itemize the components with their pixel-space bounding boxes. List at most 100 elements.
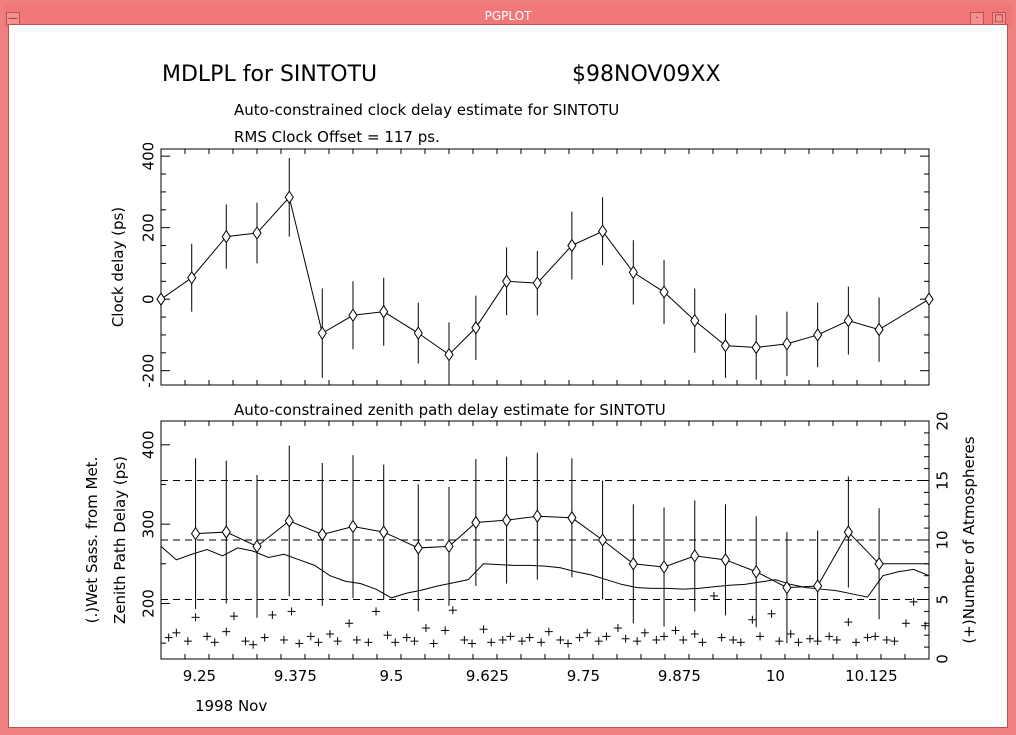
- atmosphere-plus-marker: [709, 591, 718, 600]
- atmosphere-plus-marker: [621, 634, 630, 643]
- zenith-x-tick-label: 9.875: [658, 667, 701, 685]
- atmosphere-plus-marker: [633, 637, 642, 646]
- zenith-data-point: [690, 548, 700, 563]
- plot-canvas: MDLPL for SINTOTU $98NOV09XX Auto-constr…: [8, 24, 1008, 728]
- atmosphere-plus-marker: [241, 637, 250, 646]
- atmosphere-plus-marker: [410, 637, 419, 646]
- atmosphere-plus-marker: [517, 637, 526, 646]
- zenith-data-point: [413, 541, 423, 555]
- atmosphere-plus-marker: [613, 624, 622, 633]
- zenith-data-point: [720, 552, 731, 567]
- atmosphere-plus-marker: [314, 638, 323, 647]
- clock-y-tick-label: 200: [140, 213, 158, 242]
- zenith-x-tick-label: 9.25: [183, 667, 216, 685]
- atmosphere-plus-marker: [498, 635, 507, 644]
- clock-data-point: [567, 238, 577, 253]
- zenith-y2-tick-label: 5: [934, 595, 952, 605]
- clock-data-point: [379, 304, 389, 319]
- zenith-data-point: [284, 514, 294, 528]
- atmosphere-plus-marker: [325, 630, 334, 639]
- zenith-data-point: [252, 539, 262, 554]
- atmosphere-plus-marker: [544, 627, 553, 636]
- atmosphere-plus-marker: [583, 628, 592, 637]
- atmosphere-plus-marker: [364, 638, 373, 647]
- clock-data-point: [874, 322, 884, 337]
- clock-y-axis-label: Clock delay (ps): [109, 207, 127, 327]
- zenith-data-point: [444, 539, 454, 554]
- atmosphere-plus-marker: [756, 632, 765, 641]
- atmosphere-plus-marker: [487, 638, 496, 647]
- pgplot-figure: MDLPL for SINTOTU $98NOV09XX Auto-constr…: [83, 62, 978, 715]
- zenith-data-point: [190, 526, 201, 541]
- clock-data-point: [413, 326, 423, 341]
- clock-y-tick-label: 400: [140, 142, 158, 171]
- zenith-data-point: [659, 560, 669, 574]
- clock-data-point: [690, 313, 700, 328]
- atmosphere-plus-marker: [183, 637, 192, 646]
- atmosphere-plus-marker: [717, 633, 726, 642]
- clock-y-tick-label: 0: [140, 294, 158, 304]
- atmosphere-plus-marker: [441, 626, 450, 635]
- clock-y-tick-label: -200: [140, 354, 158, 388]
- zenith-y-axis-label-2: (.)Wet Sass. from Met.: [83, 457, 101, 624]
- atmosphere-plus-marker: [775, 637, 784, 646]
- atmosphere-plus-marker: [767, 609, 776, 618]
- clock-data-point: [444, 347, 454, 362]
- clock-data-point: [720, 338, 731, 353]
- zenith-chart-title: Auto-constrained zenith path delay estim…: [234, 401, 666, 419]
- maximize-icon: □: [994, 13, 1004, 24]
- zenith-data-point: [317, 527, 327, 542]
- clock-data-point: [924, 292, 934, 307]
- header-right: $98NOV09XX: [572, 62, 721, 87]
- zenith-x-tick-label: 10: [766, 667, 785, 685]
- clock-delay-panel: Auto-constrained clock delay estimate fo…: [109, 101, 934, 388]
- atmosphere-plus-marker: [479, 625, 488, 634]
- zenith-y-axis-label: Zenith Path Delay (ps): [111, 456, 129, 624]
- zenith-x-tick-label: 9.375: [274, 667, 317, 685]
- zenith-y2-axis-label: (+)Number of Atmospheres: [960, 436, 978, 643]
- zenith-data-point: [874, 556, 884, 571]
- atmosphere-plus-marker: [901, 619, 910, 628]
- zenith-x-tick-label: 9.75: [567, 667, 600, 685]
- atmosphere-plus-marker: [391, 638, 400, 647]
- atmosphere-plus-marker: [863, 633, 872, 642]
- clock-data-point: [187, 270, 197, 285]
- clock-data-point: [501, 274, 512, 289]
- clock-data-point: [471, 320, 481, 335]
- atmosphere-plus-marker: [372, 607, 381, 616]
- clock-data-point: [252, 226, 262, 240]
- atmosphere-plus-marker: [671, 626, 680, 635]
- atmosphere-plus-marker: [594, 637, 603, 646]
- zenith-data-point: [532, 509, 542, 524]
- zenith-data-point: [221, 525, 231, 539]
- zenith-data-point: [597, 533, 608, 547]
- zenith-x-tick-label: 9.5: [379, 667, 403, 685]
- atmosphere-plus-marker: [172, 628, 181, 637]
- zenith-data-point: [471, 515, 481, 530]
- window-title: PGPLOT: [484, 9, 532, 23]
- atmosphere-plus-marker: [295, 639, 304, 648]
- atmosphere-plus-marker: [506, 632, 515, 641]
- zenith-data-point: [813, 579, 823, 593]
- window-menu-icon: —: [8, 13, 18, 24]
- minimize-button[interactable]: ·: [970, 12, 984, 26]
- atmosphere-plus-marker: [748, 615, 757, 624]
- atmosphere-plus-marker: [468, 639, 477, 648]
- zenith-data-point: [501, 513, 512, 528]
- header-left: MDLPL for SINTOTU: [162, 62, 377, 87]
- atmosphere-plus-marker: [786, 630, 795, 639]
- zenith-delay-line: [195, 515, 929, 589]
- zenith-data-point: [628, 556, 638, 571]
- atmosphere-plus-marker: [813, 637, 822, 646]
- atmosphere-plus-marker: [844, 618, 853, 627]
- minimize-icon: ·: [975, 13, 979, 24]
- zenith-y2-tick-label: 10: [934, 530, 952, 549]
- clock-data-point: [751, 340, 761, 355]
- atmosphere-plus-marker: [345, 619, 354, 628]
- clock-data-point: [348, 308, 358, 323]
- clock-data-point: [284, 190, 294, 205]
- zenith-y2-tick-label: 15: [934, 471, 952, 490]
- zenith-delay-panel: Auto-constrained zenith path delay estim…: [83, 401, 978, 715]
- atmosphere-plus-marker: [249, 640, 258, 649]
- atmosphere-plus-marker: [448, 606, 457, 615]
